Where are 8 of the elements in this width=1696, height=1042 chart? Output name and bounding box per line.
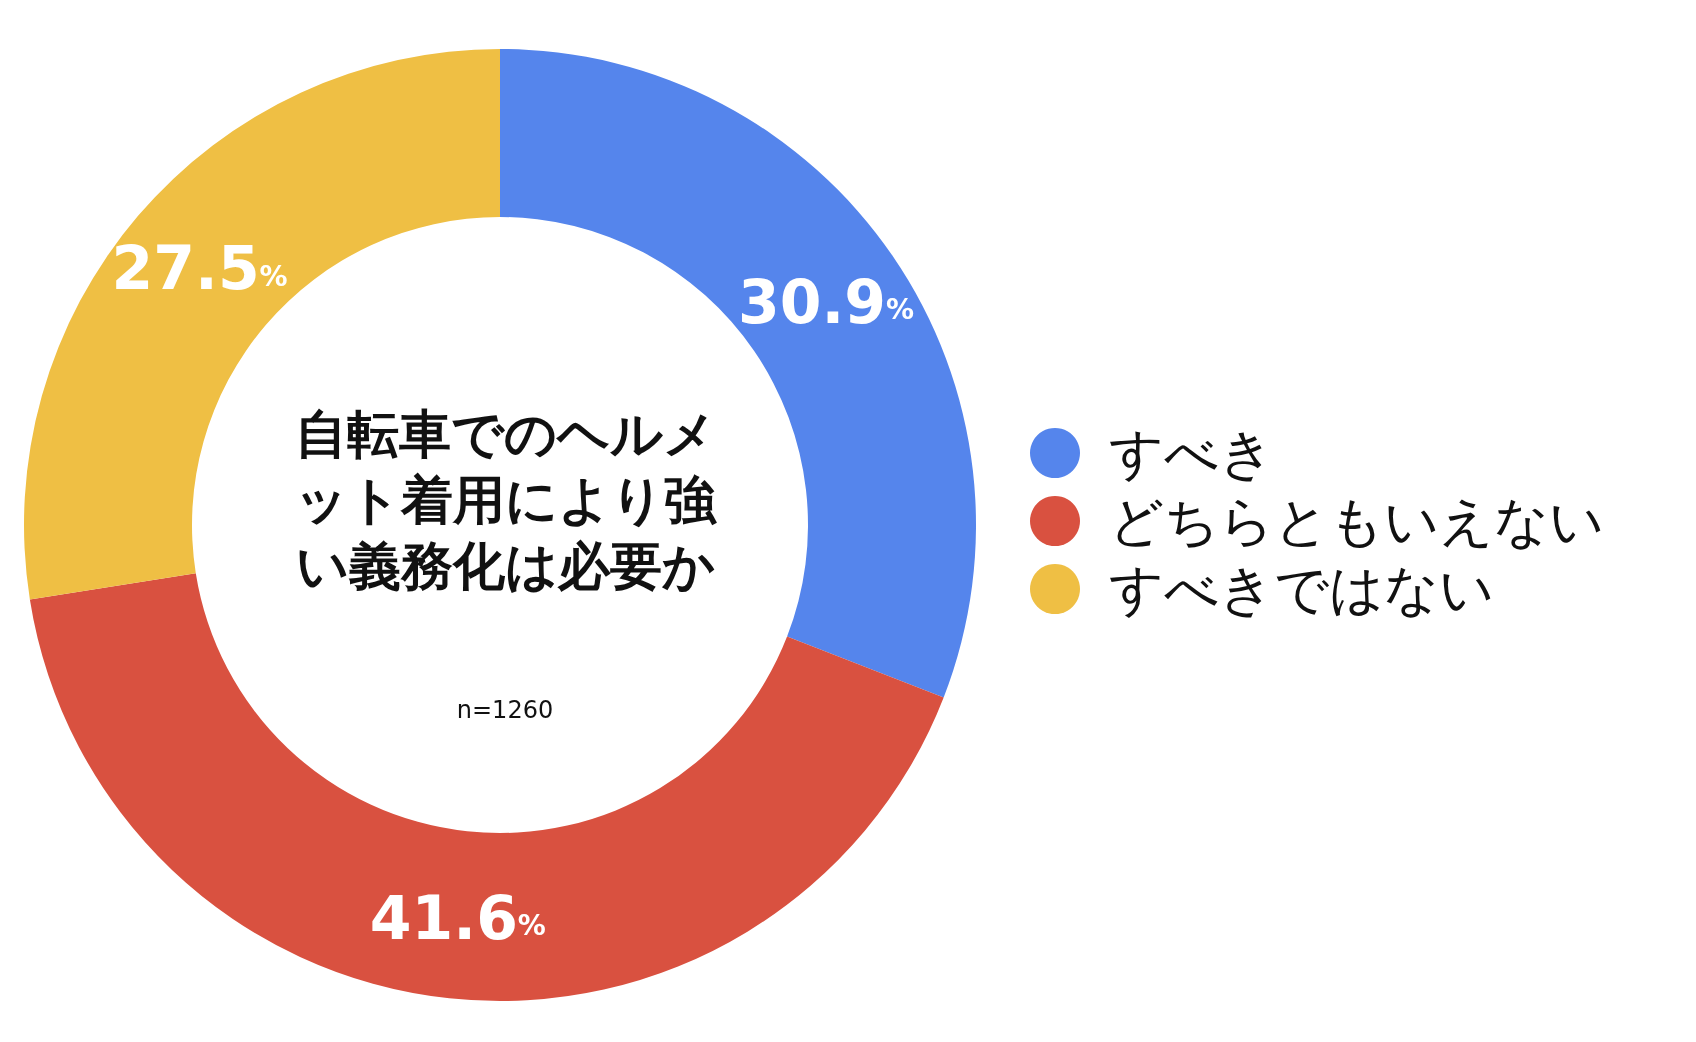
data-label: 41.6% [369,882,546,953]
legend-label: どちらともいえない [1109,489,1604,553]
data-label: 30.9% [737,266,915,337]
text: n=1260 [456,696,554,724]
legend-label: すべき [1109,421,1274,485]
text: 自転車でのヘルメット着用により強い義務化は必要か [294,404,717,596]
legend-label: すべきではない [1109,557,1494,621]
data-label: 27.5% [111,233,288,304]
